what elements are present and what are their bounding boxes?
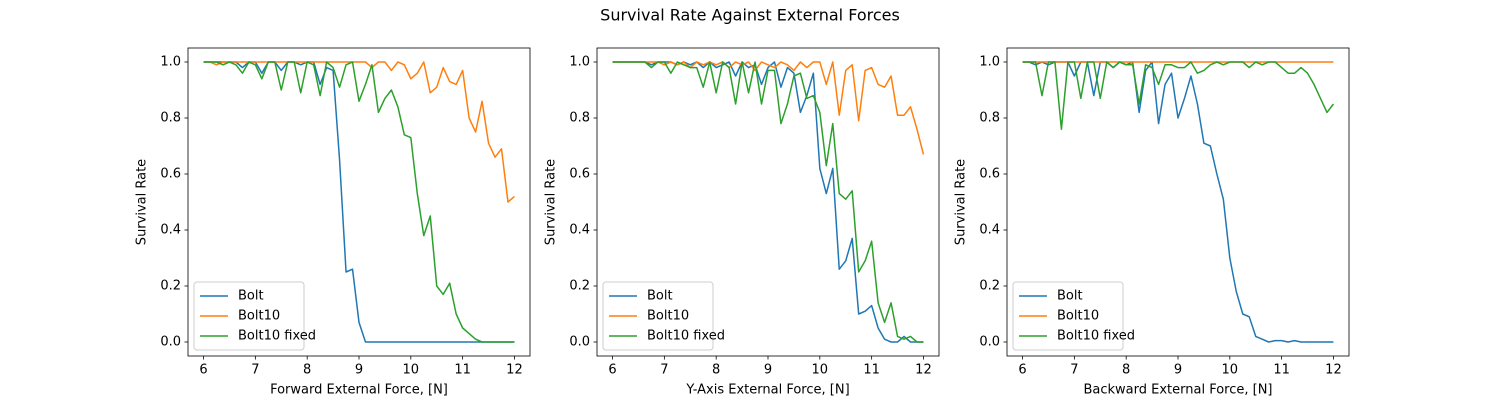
legend-label: Bolt10 fixed — [647, 329, 725, 344]
y-tick-label: 0.8 — [160, 111, 181, 126]
x-tick-label: 11 — [454, 363, 471, 378]
x-tick-label: 9 — [1174, 363, 1182, 378]
legend-label: Bolt10 — [1057, 309, 1099, 324]
x-axis-label: Backward External Force, [N] — [1083, 383, 1272, 398]
legend-label: Bolt10 fixed — [238, 329, 316, 344]
y-axis-label: Survival Rate — [544, 159, 559, 245]
y-tick-label: 1.0 — [160, 55, 181, 70]
y-tick-label: 0.6 — [160, 167, 181, 182]
x-tick-label: 7 — [660, 363, 668, 378]
x-tick-label: 10 — [812, 363, 829, 378]
y-tick-label: 1.0 — [979, 55, 1000, 70]
figure-title: Survival Rate Against External Forces — [600, 6, 900, 25]
axes-frame — [1006, 47, 1350, 357]
x-tick-label: 6 — [1018, 363, 1026, 378]
x-tick-label: 12 — [915, 363, 932, 378]
legend-label: Bolt — [647, 289, 673, 304]
x-tick-label: 11 — [863, 363, 880, 378]
legend-label: Bolt10 — [647, 309, 689, 324]
x-tick-label: 8 — [303, 363, 311, 378]
x-tick-label: 8 — [712, 363, 720, 378]
y-tick-label: 0.2 — [569, 279, 590, 294]
subplot: 6 7 8 9 10 11 12 0.0 0.2 0.4 0.6 0.8 1.0 Y-Axis Exter… — [544, 47, 940, 398]
x-tick-label: 8 — [1122, 363, 1130, 378]
y-axis-label: Survival Rate — [954, 159, 969, 245]
y-tick-label: 0.4 — [160, 223, 181, 238]
x-tick-label: 9 — [764, 363, 772, 378]
legend-box — [193, 281, 305, 351]
y-tick-label: 0.8 — [569, 111, 590, 126]
data-line — [203, 61, 515, 203]
y-tick-label: 0.0 — [979, 335, 1000, 350]
x-tick-label: 12 — [1325, 363, 1342, 378]
x-tick-label: 7 — [1070, 363, 1078, 378]
y-tick-label: 0.0 — [160, 335, 181, 350]
data-line — [612, 61, 924, 343]
y-tick-label: 0.2 — [160, 279, 181, 294]
plot-area — [203, 61, 515, 343]
x-axis-label: Forward External Force, [N] — [270, 383, 448, 398]
y-tick-label: 0.2 — [979, 279, 1000, 294]
legend-label: Bolt10 fixed — [1057, 329, 1135, 344]
x-tick-label: 6 — [199, 363, 207, 378]
legend-label: Bolt — [238, 289, 264, 304]
axes-frame — [596, 47, 940, 357]
y-axis-label: Survival Rate — [135, 159, 150, 245]
y-tick-label: 0.4 — [569, 223, 590, 238]
data-line — [612, 61, 925, 155]
y-tick-label: 0.6 — [569, 167, 590, 182]
legend-box — [1012, 281, 1124, 351]
data-line — [203, 61, 515, 343]
y-tick-label: 0.0 — [569, 335, 590, 350]
legend-label: Bolt — [1057, 289, 1083, 304]
data-line — [1022, 61, 1334, 343]
x-tick-label: 9 — [355, 363, 363, 378]
x-tick-label: 11 — [1273, 363, 1290, 378]
plot-area — [1022, 61, 1335, 343]
x-tick-label: 7 — [251, 363, 259, 378]
y-tick-label: 1.0 — [569, 55, 590, 70]
x-tick-label: 10 — [1222, 363, 1239, 378]
axes-frame — [187, 47, 531, 357]
plot-area — [612, 61, 925, 343]
data-line — [1022, 61, 1335, 130]
x-tick-label: 6 — [608, 363, 616, 378]
subplot: 6 7 8 9 10 11 12 0.0 0.2 0.4 0.6 0.8 1.0 Backward Ext… — [954, 47, 1350, 398]
legend-box — [602, 281, 714, 351]
x-tick-label: 12 — [506, 363, 523, 378]
x-tick-label: 10 — [403, 363, 420, 378]
legend-label: Bolt10 — [238, 309, 280, 324]
y-tick-label: 0.8 — [979, 111, 1000, 126]
subplot: 6 7 8 9 10 11 12 0.0 0.2 0.4 0.6 0.8 1.0 Forward Exte… — [135, 47, 531, 398]
x-axis-label: Y-Axis External Force, [N] — [685, 383, 849, 398]
y-tick-label: 0.6 — [979, 167, 1000, 182]
y-tick-label: 0.4 — [979, 223, 1000, 238]
